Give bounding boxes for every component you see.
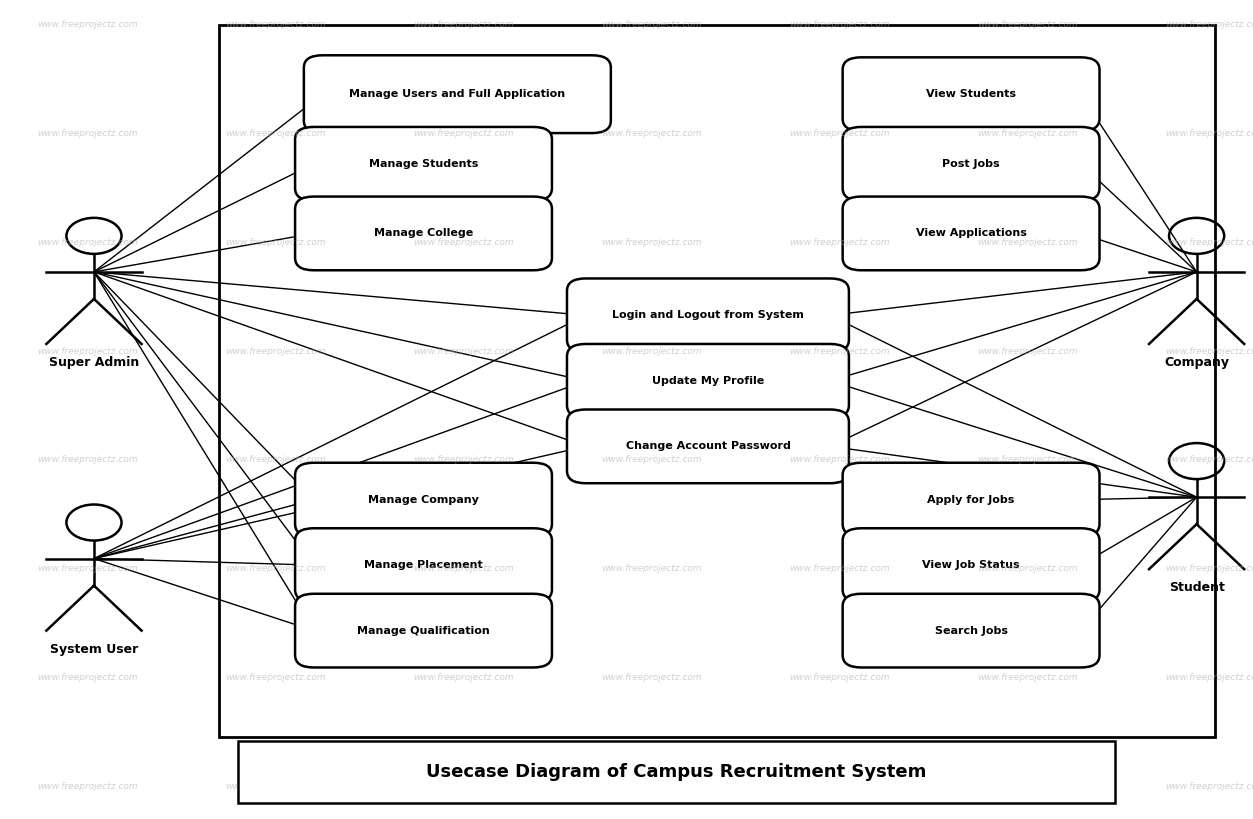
Text: www.freeprojectz.com: www.freeprojectz.com xyxy=(413,673,514,682)
Text: www.freeprojectz.com: www.freeprojectz.com xyxy=(38,20,138,29)
Text: www.freeprojectz.com: www.freeprojectz.com xyxy=(977,564,1078,573)
Text: www.freeprojectz.com: www.freeprojectz.com xyxy=(413,129,514,138)
Text: Manage Users and Full Application: Manage Users and Full Application xyxy=(350,89,565,99)
FancyBboxPatch shape xyxy=(296,463,553,536)
Text: www.freeprojectz.com: www.freeprojectz.com xyxy=(413,20,514,29)
Text: www.freeprojectz.com: www.freeprojectz.com xyxy=(601,564,702,573)
Text: www.freeprojectz.com: www.freeprojectz.com xyxy=(1165,20,1253,29)
Text: www.freeprojectz.com: www.freeprojectz.com xyxy=(977,673,1078,682)
Text: Company: Company xyxy=(1164,356,1229,369)
Text: Manage College: Manage College xyxy=(373,229,474,238)
Text: Manage Students: Manage Students xyxy=(368,159,479,169)
Text: www.freeprojectz.com: www.freeprojectz.com xyxy=(789,564,890,573)
Text: View Applications: View Applications xyxy=(916,229,1026,238)
Text: Change Account Password: Change Account Password xyxy=(625,441,791,451)
FancyBboxPatch shape xyxy=(303,56,611,133)
Text: www.freeprojectz.com: www.freeprojectz.com xyxy=(977,238,1078,247)
FancyBboxPatch shape xyxy=(566,278,848,352)
FancyBboxPatch shape xyxy=(842,127,1100,201)
Text: www.freeprojectz.com: www.freeprojectz.com xyxy=(1165,455,1253,464)
FancyBboxPatch shape xyxy=(842,528,1100,602)
Text: www.freeprojectz.com: www.freeprojectz.com xyxy=(601,129,702,138)
Text: www.freeprojectz.com: www.freeprojectz.com xyxy=(977,346,1078,355)
Text: www.freeprojectz.com: www.freeprojectz.com xyxy=(413,782,514,790)
FancyBboxPatch shape xyxy=(566,410,848,483)
Text: www.freeprojectz.com: www.freeprojectz.com xyxy=(226,20,326,29)
Text: www.freeprojectz.com: www.freeprojectz.com xyxy=(226,346,326,355)
Text: Super Admin: Super Admin xyxy=(49,356,139,369)
FancyBboxPatch shape xyxy=(842,197,1100,270)
Text: Manage Placement: Manage Placement xyxy=(365,560,482,570)
Text: www.freeprojectz.com: www.freeprojectz.com xyxy=(601,782,702,790)
Text: www.freeprojectz.com: www.freeprojectz.com xyxy=(413,238,514,247)
Text: www.freeprojectz.com: www.freeprojectz.com xyxy=(226,673,326,682)
Text: www.freeprojectz.com: www.freeprojectz.com xyxy=(789,455,890,464)
Text: www.freeprojectz.com: www.freeprojectz.com xyxy=(38,238,138,247)
Text: www.freeprojectz.com: www.freeprojectz.com xyxy=(789,782,890,790)
Text: www.freeprojectz.com: www.freeprojectz.com xyxy=(1165,346,1253,355)
Text: View Students: View Students xyxy=(926,89,1016,99)
Text: www.freeprojectz.com: www.freeprojectz.com xyxy=(38,346,138,355)
Text: www.freeprojectz.com: www.freeprojectz.com xyxy=(789,129,890,138)
FancyBboxPatch shape xyxy=(296,594,553,667)
Text: www.freeprojectz.com: www.freeprojectz.com xyxy=(601,20,702,29)
Text: www.freeprojectz.com: www.freeprojectz.com xyxy=(226,455,326,464)
FancyBboxPatch shape xyxy=(296,528,553,602)
Text: www.freeprojectz.com: www.freeprojectz.com xyxy=(789,673,890,682)
FancyBboxPatch shape xyxy=(296,127,553,201)
Text: www.freeprojectz.com: www.freeprojectz.com xyxy=(1165,129,1253,138)
Text: www.freeprojectz.com: www.freeprojectz.com xyxy=(977,782,1078,790)
Text: www.freeprojectz.com: www.freeprojectz.com xyxy=(413,346,514,355)
FancyBboxPatch shape xyxy=(842,594,1100,667)
Text: www.freeprojectz.com: www.freeprojectz.com xyxy=(601,346,702,355)
Text: www.freeprojectz.com: www.freeprojectz.com xyxy=(226,782,326,790)
FancyBboxPatch shape xyxy=(238,741,1115,803)
Text: Post Jobs: Post Jobs xyxy=(942,159,1000,169)
Text: www.freeprojectz.com: www.freeprojectz.com xyxy=(413,564,514,573)
Text: www.freeprojectz.com: www.freeprojectz.com xyxy=(1165,238,1253,247)
Text: www.freeprojectz.com: www.freeprojectz.com xyxy=(789,238,890,247)
Text: www.freeprojectz.com: www.freeprojectz.com xyxy=(601,455,702,464)
Text: www.freeprojectz.com: www.freeprojectz.com xyxy=(38,455,138,464)
Text: www.freeprojectz.com: www.freeprojectz.com xyxy=(1165,673,1253,682)
Text: Student: Student xyxy=(1169,581,1224,595)
Text: www.freeprojectz.com: www.freeprojectz.com xyxy=(226,564,326,573)
Text: www.freeprojectz.com: www.freeprojectz.com xyxy=(789,346,890,355)
Text: www.freeprojectz.com: www.freeprojectz.com xyxy=(789,20,890,29)
Text: View Job Status: View Job Status xyxy=(922,560,1020,570)
Text: Search Jobs: Search Jobs xyxy=(935,626,1007,636)
Text: www.freeprojectz.com: www.freeprojectz.com xyxy=(977,129,1078,138)
Text: Usecase Diagram of Campus Recruitment System: Usecase Diagram of Campus Recruitment Sy… xyxy=(426,763,927,781)
FancyBboxPatch shape xyxy=(296,197,553,270)
Text: www.freeprojectz.com: www.freeprojectz.com xyxy=(977,20,1078,29)
Text: www.freeprojectz.com: www.freeprojectz.com xyxy=(38,673,138,682)
Text: Apply for Jobs: Apply for Jobs xyxy=(927,495,1015,505)
Text: www.freeprojectz.com: www.freeprojectz.com xyxy=(226,238,326,247)
Text: www.freeprojectz.com: www.freeprojectz.com xyxy=(1165,564,1253,573)
Text: www.freeprojectz.com: www.freeprojectz.com xyxy=(1165,782,1253,790)
Text: www.freeprojectz.com: www.freeprojectz.com xyxy=(601,673,702,682)
Text: Manage Qualification: Manage Qualification xyxy=(357,626,490,636)
Text: www.freeprojectz.com: www.freeprojectz.com xyxy=(38,782,138,790)
Text: www.freeprojectz.com: www.freeprojectz.com xyxy=(977,455,1078,464)
FancyBboxPatch shape xyxy=(842,57,1100,131)
Text: Login and Logout from System: Login and Logout from System xyxy=(611,310,804,320)
Text: www.freeprojectz.com: www.freeprojectz.com xyxy=(38,564,138,573)
Text: System User: System User xyxy=(50,643,138,656)
Text: www.freeprojectz.com: www.freeprojectz.com xyxy=(601,238,702,247)
FancyBboxPatch shape xyxy=(566,344,848,418)
Text: www.freeprojectz.com: www.freeprojectz.com xyxy=(413,455,514,464)
Text: Update My Profile: Update My Profile xyxy=(652,376,764,386)
FancyBboxPatch shape xyxy=(842,463,1100,536)
Text: www.freeprojectz.com: www.freeprojectz.com xyxy=(226,129,326,138)
Text: Manage Company: Manage Company xyxy=(368,495,479,505)
FancyBboxPatch shape xyxy=(219,25,1215,737)
Text: www.freeprojectz.com: www.freeprojectz.com xyxy=(38,129,138,138)
